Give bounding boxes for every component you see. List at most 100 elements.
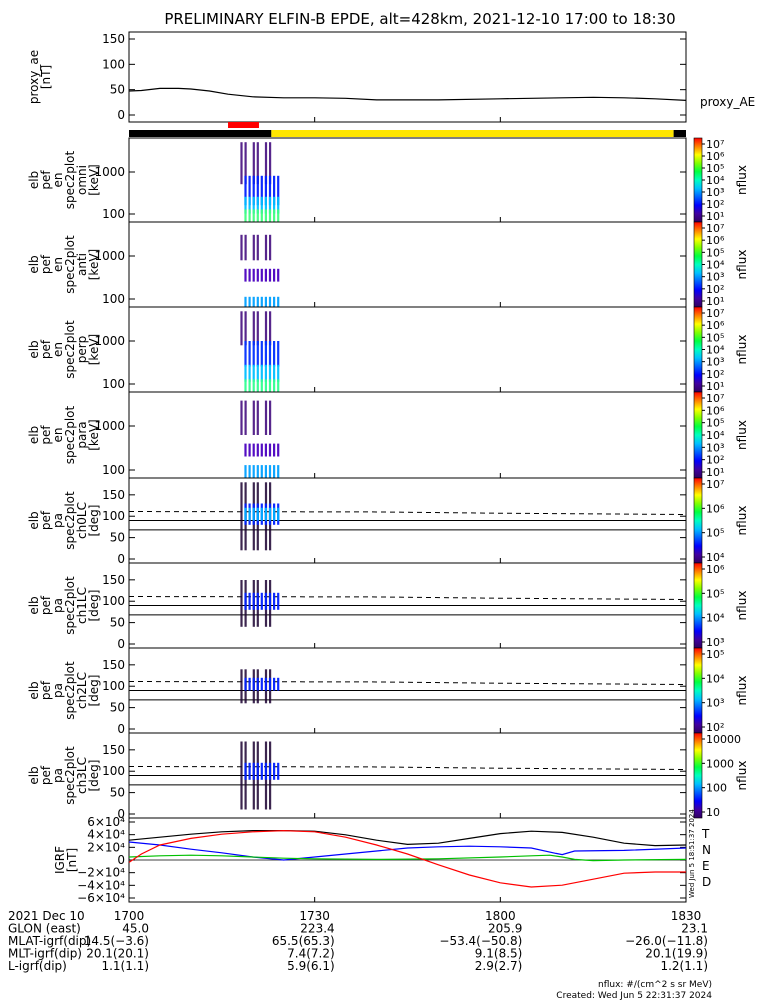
ytick-label: 0 <box>117 853 125 867</box>
ylabel-line: [deg] <box>87 590 101 622</box>
spectrogram-cell <box>264 296 267 307</box>
panel-en_anti: elbpefenspec2plotanti[keV]100010010⁷10⁶1… <box>27 221 749 308</box>
spectrogram-cell <box>277 209 280 222</box>
spectrogram-cell <box>256 296 259 307</box>
spectrogram-cell <box>252 443 255 457</box>
spectrogram-cell <box>277 296 280 307</box>
spectrogram-cell <box>248 364 251 382</box>
colorbar-pa_ch0 <box>693 477 703 564</box>
spectrogram-cell <box>256 400 259 435</box>
colorbar-tick-label: 10⁵ <box>706 417 724 430</box>
spectrogram-cell <box>264 209 267 222</box>
ytick-label: 100 <box>102 679 125 693</box>
ylabel-line: pa <box>51 598 65 613</box>
ephemeris-bar-black-end <box>673 130 686 137</box>
colorbar-tick-label: 10 <box>706 806 720 819</box>
spectrogram-cell <box>264 443 267 457</box>
ytick-label: −6×10⁴ <box>77 891 125 905</box>
spectrogram-cell <box>260 296 263 307</box>
ytick-label: 100 <box>102 509 125 523</box>
spectrogram-cell <box>240 482 243 551</box>
spectrogram-cell <box>252 400 255 435</box>
spectrogram-cell <box>244 507 247 521</box>
spectrogram-cell <box>277 268 280 282</box>
spectrogram-cell <box>256 175 259 206</box>
colorbar-tick-label: 10⁴ <box>706 612 725 625</box>
ylabel-line: pef <box>39 425 53 445</box>
spectrogram-cell <box>260 364 263 382</box>
footer-value: 1.2(1.1) <box>660 959 708 973</box>
ytick-label: 1000 <box>94 419 125 433</box>
ytick-label: 0 <box>117 807 125 821</box>
colorbar-tick-label: 10¹ <box>706 380 724 393</box>
spectrogram-cell <box>248 341 251 367</box>
spectrogram-cell <box>248 677 251 691</box>
ylabel-line: spec2plot <box>63 661 77 720</box>
ylabel-line: omni <box>75 165 89 195</box>
ylabel-line: en <box>51 173 65 188</box>
ytick-label: −4×10⁴ <box>77 878 125 892</box>
spectrogram-cell <box>248 762 251 780</box>
footer-value: 2.9(2.7) <box>475 959 523 973</box>
colorbar-tick-label: 100 <box>706 782 727 795</box>
spectrogram-cell <box>264 465 267 478</box>
footer-ephemeris: 2021 Dec 10 1700 1730 1800 1830 GLON (east) 45… <box>8 909 712 1000</box>
colorbar-tick-label: 10⁴ <box>706 174 725 187</box>
status-bars <box>129 122 686 137</box>
spectrogram-cell <box>252 175 255 206</box>
spectrogram-cell <box>248 379 251 393</box>
spectrogram-cell <box>264 677 267 691</box>
spectrogram-cell <box>269 234 272 261</box>
spectrogram-cell <box>269 311 272 346</box>
footer-row-label: MLAT-igrf(dip) <box>8 934 91 948</box>
ylabel-line: pa <box>51 513 65 528</box>
spectrogram-cell <box>268 364 272 382</box>
spectrogram-cell <box>240 669 243 704</box>
spectrogram-cell <box>273 677 276 691</box>
footer-value: 20.1(20.1) <box>86 947 149 961</box>
spectrogram-cell <box>260 762 263 780</box>
spectrogram-cell <box>244 379 247 393</box>
spectrogram-cell <box>252 465 255 478</box>
spectrogram-cell <box>277 379 280 393</box>
ylabel-line: spec2plot <box>63 235 77 294</box>
footer-value: 223.4 <box>300 922 334 936</box>
panel-frame-en_para <box>128 391 687 479</box>
spectrogram-cell <box>248 268 251 282</box>
colorbar-label: nflux <box>735 165 749 195</box>
spectrogram-cell <box>256 196 259 214</box>
spectrogram-cell <box>264 364 267 382</box>
spectrogram-cell <box>260 175 263 206</box>
colorbar-tick-label: 1000 <box>706 757 734 770</box>
spectrogram-cell <box>260 196 263 214</box>
spectrogram-cell <box>256 142 259 185</box>
colorbar-tick-label: 10⁵ <box>706 246 724 259</box>
spectrogram-cell <box>264 196 267 214</box>
footer-value: −53.4(−50.8) <box>439 934 522 948</box>
ylabel-line: elb <box>27 511 41 529</box>
colorbar-tick-label: 10² <box>706 198 724 211</box>
ylabel-line: ch2LC <box>75 672 89 709</box>
panel-igrf: IGRF[nT]6×10⁴4×10⁴2×10⁴0−2×10⁴−4×10⁴−6×1… <box>53 809 711 905</box>
spectrogram-cell <box>252 341 255 367</box>
spectrogram-cell <box>244 341 247 367</box>
ylabel-line: ch1LC <box>75 587 89 624</box>
ylabel-line: proxy_ae <box>27 50 41 104</box>
colorbar-tick-label: 10² <box>706 283 724 296</box>
ylabel-line: elb <box>27 171 41 189</box>
spectrogram-cell <box>244 592 247 610</box>
ylabel-line: spec2plot <box>63 746 77 805</box>
ytick-label: 100 <box>102 57 125 71</box>
spectrogram-cell <box>244 196 247 214</box>
spectrogram-cell <box>252 196 255 214</box>
spectrogram-cell <box>260 465 263 478</box>
ylabel-line: pa <box>51 683 65 698</box>
colorbar-tick-label: 10⁶ <box>706 502 725 515</box>
ytick-label: −2×10⁴ <box>77 866 125 880</box>
spectrogram-cell <box>277 677 280 691</box>
ytick-label: 0 <box>117 637 125 651</box>
spectrogram-cell <box>277 465 280 478</box>
footer-value: 23.1 <box>681 922 708 936</box>
spectrogram-cell <box>248 465 251 478</box>
